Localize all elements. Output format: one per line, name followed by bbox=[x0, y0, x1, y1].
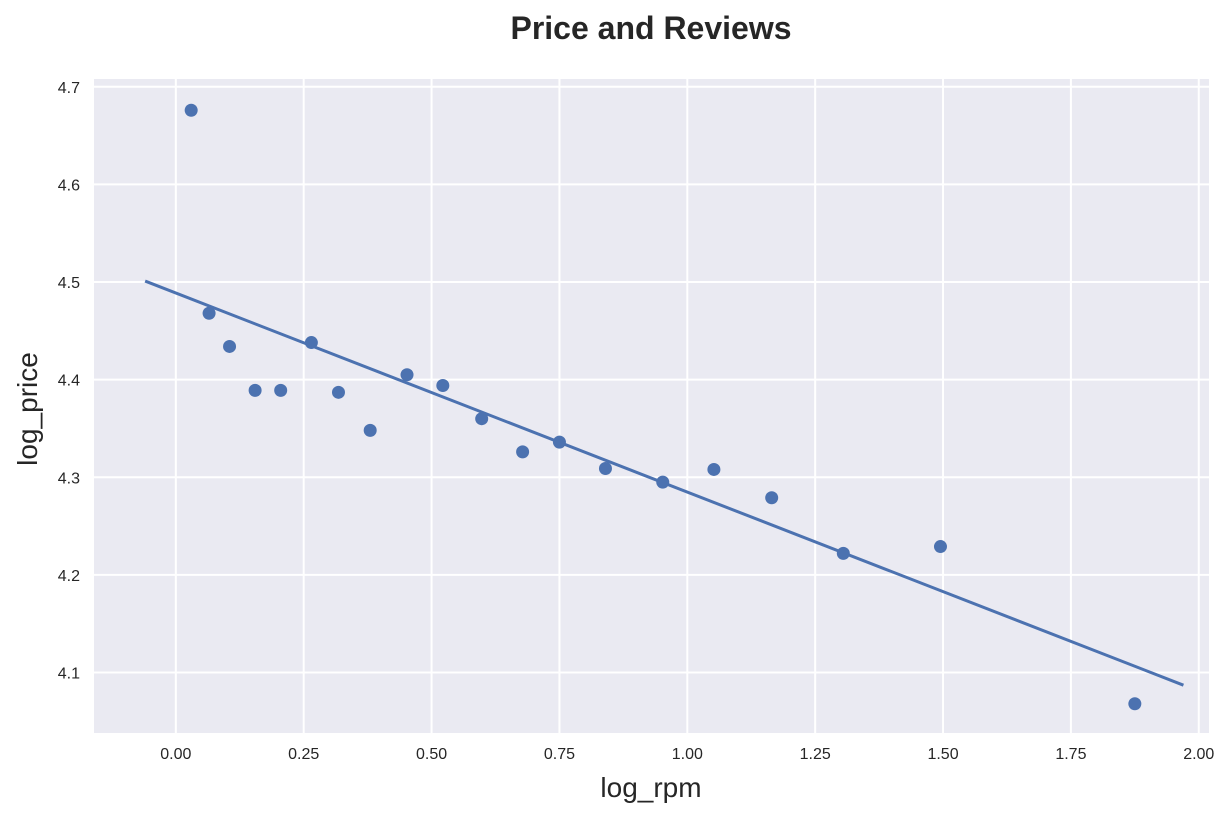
data-point bbox=[1128, 697, 1142, 711]
x-tick-label: 1.50 bbox=[927, 746, 958, 763]
y-tick-label: 4.3 bbox=[58, 470, 80, 487]
x-tick-label: 0.50 bbox=[416, 746, 447, 763]
data-point bbox=[436, 379, 450, 393]
data-point bbox=[304, 336, 318, 350]
y-tick-label: 4.2 bbox=[58, 568, 80, 585]
data-point bbox=[598, 461, 612, 475]
data-point bbox=[933, 540, 947, 554]
data-point bbox=[400, 368, 414, 382]
data-point bbox=[248, 383, 262, 397]
plot-area bbox=[94, 79, 1209, 733]
x-tick-label: 1.00 bbox=[672, 746, 703, 763]
data-point bbox=[836, 546, 850, 560]
x-tick-label: 1.75 bbox=[1055, 746, 1086, 763]
data-point bbox=[274, 383, 288, 397]
y-tick-label: 4.4 bbox=[58, 373, 80, 390]
data-point bbox=[363, 423, 377, 437]
y-axis-label: log_price bbox=[12, 352, 43, 466]
data-point bbox=[223, 339, 237, 353]
data-point bbox=[184, 103, 198, 117]
x-tick-label: 0.25 bbox=[288, 746, 319, 763]
x-tick-label: 2.00 bbox=[1183, 746, 1214, 763]
grid-lines bbox=[94, 79, 1209, 733]
x-axis-label: log_rpm bbox=[600, 772, 701, 803]
y-tick-label: 4.5 bbox=[58, 275, 80, 292]
data-point bbox=[202, 306, 216, 320]
x-tick-label: 0.00 bbox=[160, 746, 191, 763]
y-tick-label: 4.1 bbox=[58, 665, 80, 682]
data-point bbox=[475, 412, 489, 426]
y-tick-label: 4.6 bbox=[58, 177, 80, 194]
data-points bbox=[184, 103, 1142, 711]
tick-labels: 0.00 0.25 0.50 0.75 1.00 1.25 1.50 1.75 2.00 4.1 4… bbox=[58, 80, 1215, 763]
x-tick-label: 0.75 bbox=[544, 746, 575, 763]
data-point bbox=[707, 462, 721, 476]
data-point bbox=[516, 445, 530, 459]
chart-title: Price and Reviews bbox=[510, 10, 791, 46]
x-tick-label: 1.25 bbox=[800, 746, 831, 763]
data-point bbox=[552, 435, 566, 449]
data-point bbox=[656, 475, 670, 489]
data-point bbox=[331, 385, 345, 399]
y-tick-label: 4.7 bbox=[58, 80, 80, 97]
data-point bbox=[765, 491, 779, 505]
